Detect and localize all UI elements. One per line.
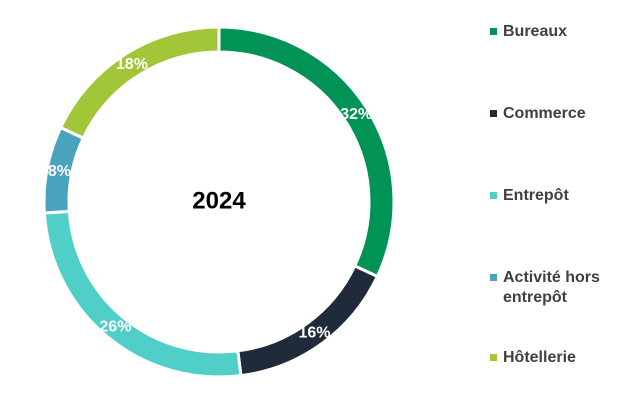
legend-item-0: Bureaux: [490, 22, 623, 42]
slice-value-label-1: 16%: [298, 325, 330, 342]
legend-swatch-3: [490, 274, 497, 281]
legend-label-2: Entrepôt: [503, 187, 569, 204]
legend-label-1: Commerce: [503, 105, 586, 122]
legend-label-0: Bureaux: [503, 23, 568, 40]
donut-slice-2: [42, 209, 243, 379]
legend-item-4: Hôtellerie: [490, 348, 623, 368]
slice-value-label-3: 8%: [48, 163, 71, 180]
legend-label-4: Hôtellerie: [503, 349, 576, 366]
legend-swatch-2: [490, 192, 497, 199]
donut-slice-0: [217, 25, 396, 279]
legend-label-3: Activité hors entrepôt: [503, 269, 600, 306]
legend-item-3: Activité hors entrepôt: [490, 268, 623, 308]
legend-item-1: Commerce: [490, 104, 623, 124]
legend-swatch-1: [490, 110, 497, 117]
donut-slice-4: [58, 25, 221, 141]
center-year-label: 2024: [192, 187, 246, 214]
slice-value-label-0: 32%: [340, 106, 372, 123]
legend-swatch-0: [490, 28, 497, 35]
donut-slice-1: [236, 263, 380, 378]
legend-item-2: Entrepôt: [490, 186, 623, 206]
slice-value-label-4: 18%: [116, 56, 148, 73]
slice-value-label-2: 26%: [99, 318, 131, 335]
legend-swatch-4: [490, 354, 497, 361]
